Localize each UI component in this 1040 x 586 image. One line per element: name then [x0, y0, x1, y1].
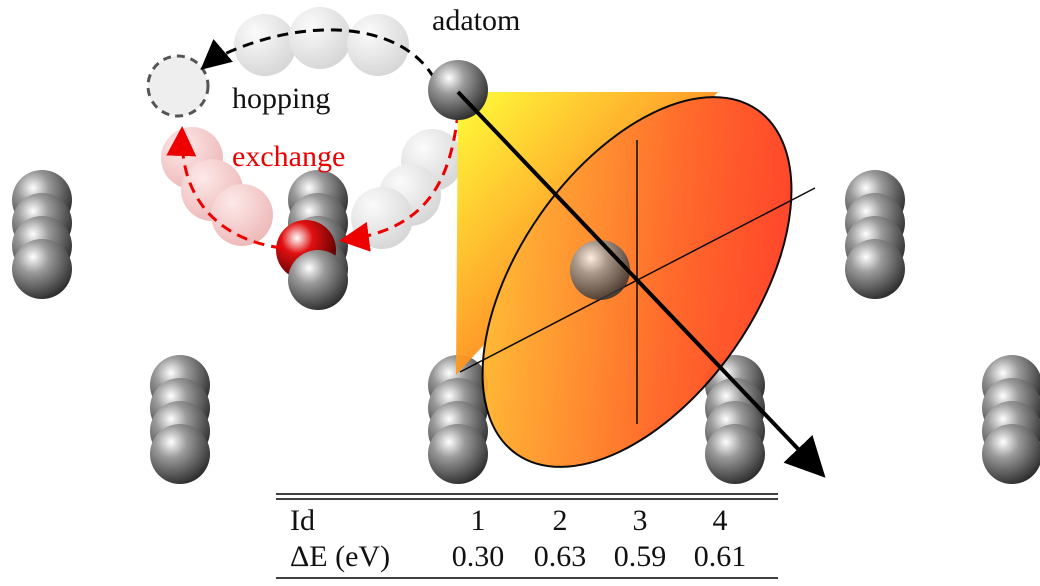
exchange-path-right	[339, 111, 460, 252]
atom	[288, 250, 348, 310]
table-cell: 3	[633, 504, 648, 537]
table-cell: 0.59	[614, 540, 667, 573]
atom	[705, 424, 765, 484]
exchange-path-left	[166, 126, 283, 250]
adatom	[428, 60, 488, 120]
table-cell: 0.61	[694, 540, 747, 573]
atom	[428, 424, 488, 484]
label: exchange	[232, 140, 345, 173]
table-cell: 2	[553, 504, 568, 537]
atom	[12, 239, 72, 299]
table	[276, 493, 778, 579]
vacancy	[146, 54, 210, 118]
table-cell: 4	[713, 504, 728, 537]
label: adatom	[432, 4, 520, 37]
atom	[150, 424, 210, 484]
cone	[456, 92, 816, 468]
table-cell: Id	[290, 504, 315, 537]
atom	[845, 239, 905, 299]
table-cell: ΔE (eV)	[290, 540, 390, 573]
atom	[570, 240, 630, 300]
hopping-path	[200, 28, 436, 79]
table-cell: 1	[471, 504, 486, 537]
atom	[982, 424, 1040, 484]
label: hopping	[232, 82, 330, 115]
direction-arrow	[456, 90, 826, 478]
table-cell: 0.63	[534, 540, 587, 573]
table-cell: 0.30	[452, 540, 505, 573]
